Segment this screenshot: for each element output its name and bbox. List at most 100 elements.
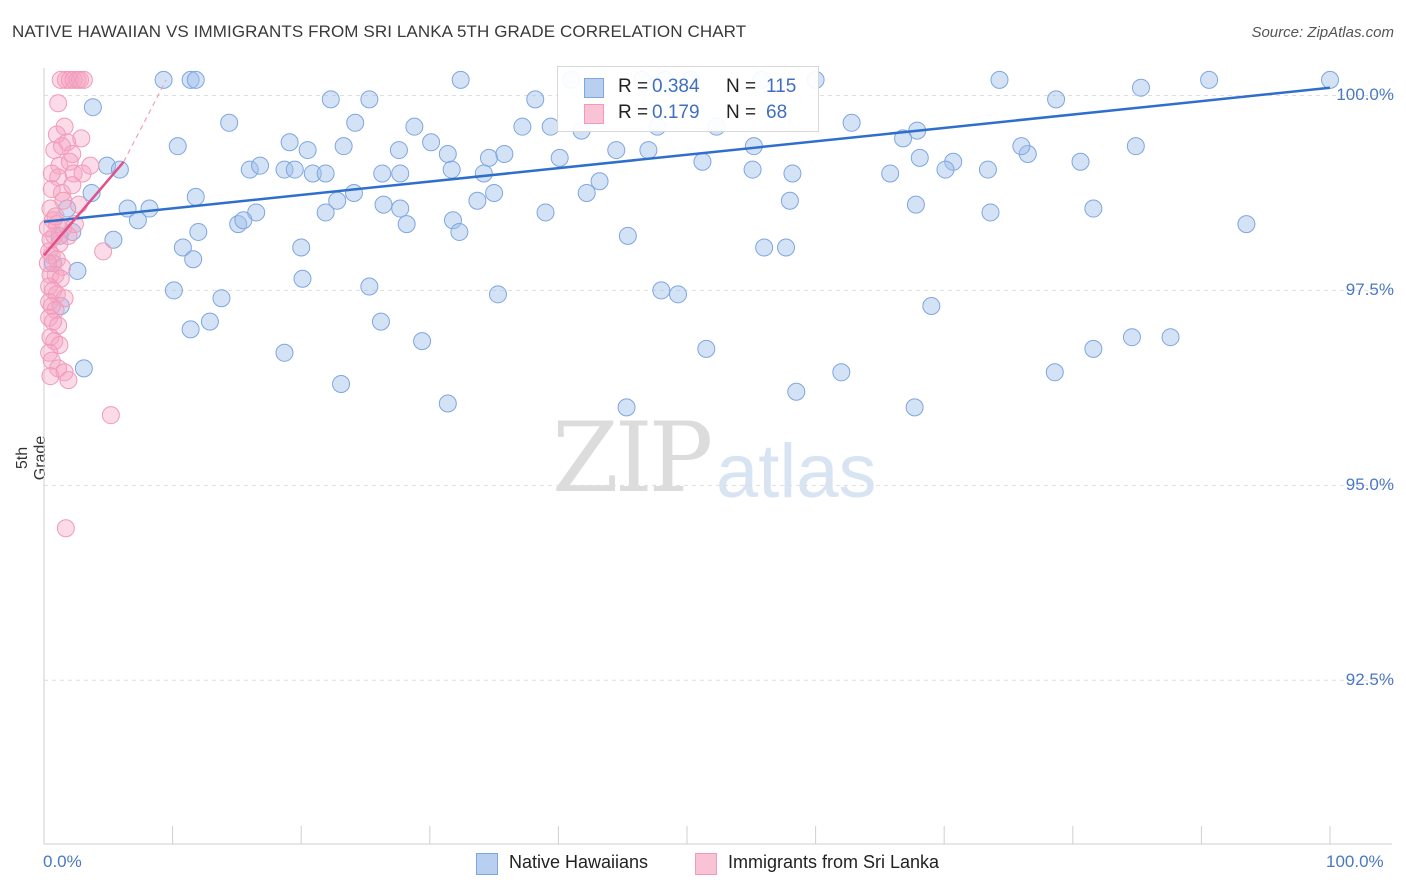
native-hawaiian-point: [200, 312, 219, 331]
legend-r-label: R =: [618, 76, 649, 97]
native-hawaiian-point: [639, 141, 658, 160]
native-hawaiian-point: [240, 160, 259, 179]
native-hawaiian-point: [285, 160, 304, 179]
native-hawaiian-point: [292, 238, 311, 257]
native-hawaiian-point: [780, 191, 799, 210]
native-hawaiian-point: [894, 129, 913, 148]
native-hawaiian-point: [1122, 328, 1141, 347]
native-hawaiian-point: [371, 312, 390, 331]
native-hawaiian-point: [168, 137, 187, 156]
y-tick-label: 95.0%: [1345, 475, 1394, 495]
native-hawaiian-point: [743, 160, 762, 179]
sri-lanka-point: [53, 183, 72, 202]
native-hawaiian-point: [360, 90, 379, 109]
native-hawaiian-point: [389, 141, 408, 160]
legend: R = 0.384 N = 115 R = 0.179 N = 68: [557, 66, 819, 132]
native-hawaiian-point: [184, 250, 203, 269]
sri-lanka-point: [60, 152, 79, 171]
native-hawaiian-point: [438, 394, 457, 413]
grid-layer: [44, 94, 1392, 681]
native-hawaiian-point: [1131, 78, 1150, 97]
points-layer: [38, 70, 1339, 538]
axis-layer: [43, 68, 1392, 845]
sri-lanka-trend-line: [43, 160, 125, 257]
native-hawaiian-point: [1045, 363, 1064, 382]
sri-lanka-point: [59, 371, 78, 390]
native-hawaiian-point: [173, 238, 192, 257]
native-hawaiian-point: [944, 152, 963, 171]
watermark-zip: ZIP: [552, 402, 713, 514]
legend-swatch-blue: [584, 78, 604, 98]
native-hawaiian-point: [186, 70, 205, 89]
native-hawaiian-point: [316, 203, 335, 222]
native-hawaiian-point: [360, 277, 379, 296]
bottom-legend-swatch-blue: [476, 853, 498, 875]
native-hawaiian-point: [181, 70, 200, 89]
sri-lanka-point: [74, 70, 93, 89]
native-hawaiian-point: [164, 281, 183, 300]
native-hawaiian-point: [978, 160, 997, 179]
native-hawaiian-point: [536, 203, 555, 222]
native-hawaiian-point: [1161, 328, 1180, 347]
native-hawaiian-point: [474, 164, 493, 183]
native-hawaiian-point: [104, 230, 123, 249]
sri-lanka-point: [94, 242, 113, 261]
sri-lanka-point: [41, 265, 60, 284]
native-hawaiian-point: [755, 238, 774, 257]
x-tick-label-right: 100.0%: [1326, 852, 1384, 871]
native-hawaiian-point: [577, 183, 596, 202]
sri-lanka-point: [50, 156, 69, 175]
native-hawaiian-point: [450, 222, 469, 241]
sri-lanka-point: [42, 164, 61, 183]
native-hawaiian-point: [697, 339, 716, 358]
native-hawaiian-point: [220, 113, 239, 132]
bottom-legend-swatch-pink: [695, 853, 717, 875]
sri-lanka-point: [81, 156, 100, 175]
native-hawaiian-point: [787, 382, 806, 401]
sri-lanka-point: [101, 406, 120, 425]
bottom-legend-label: Immigrants from Sri Lanka: [728, 852, 940, 872]
native-hawaiian-point: [275, 160, 294, 179]
native-hawaiian-point: [832, 363, 851, 382]
native-hawaiian-point: [154, 70, 173, 89]
sri-lanka-point: [41, 367, 60, 386]
native-hawaiian-point: [422, 133, 441, 152]
native-hawaiian-point: [186, 187, 205, 206]
watermark-atlas: atlas: [716, 429, 877, 514]
native-hawaiian-point: [181, 320, 200, 339]
native-hawaiian-point: [68, 261, 87, 280]
native-hawaiian-point: [1071, 152, 1090, 171]
native-hawaiian-point: [906, 195, 925, 214]
legend-n-value: 68: [766, 102, 788, 123]
native-hawaiian-point: [910, 148, 929, 167]
legend-n-value: 115: [766, 76, 797, 97]
native-hawaiian-point: [990, 70, 1009, 89]
sri-lanka-point: [56, 519, 75, 538]
native-hawaiian-point: [303, 164, 322, 183]
sri-lanka-point: [50, 335, 69, 354]
native-hawaiian-point: [1047, 90, 1066, 109]
native-hawaiian-point: [189, 222, 208, 241]
native-hawaiian-point: [293, 269, 312, 288]
sri-lanka-point: [64, 70, 83, 89]
native-hawaiian-point: [438, 144, 457, 163]
native-hawaiian-point: [1012, 137, 1031, 156]
native-hawaiian-point: [693, 152, 712, 171]
native-hawaiian-point: [479, 148, 498, 167]
native-hawaiian-point: [936, 160, 955, 179]
native-hawaiian-point: [1084, 199, 1103, 218]
y-tick-label: 92.5%: [1345, 670, 1394, 690]
native-hawaiian-point: [110, 160, 129, 179]
native-hawaiian-point: [607, 141, 626, 160]
sri-lanka-point: [72, 129, 91, 148]
native-hawaiian-point: [981, 203, 1000, 222]
sri-lanka-point: [47, 125, 66, 144]
x-tick-label-left: 0.0%: [43, 852, 82, 871]
native-hawaiian-point: [140, 199, 159, 218]
trend-layer: [43, 79, 1331, 257]
native-hawaiian-point: [405, 117, 424, 136]
native-hawaiian-point: [468, 191, 487, 210]
native-hawaiian-point: [321, 90, 340, 109]
sri-lanka-point: [64, 164, 83, 183]
native-hawaiian-point: [374, 195, 393, 214]
